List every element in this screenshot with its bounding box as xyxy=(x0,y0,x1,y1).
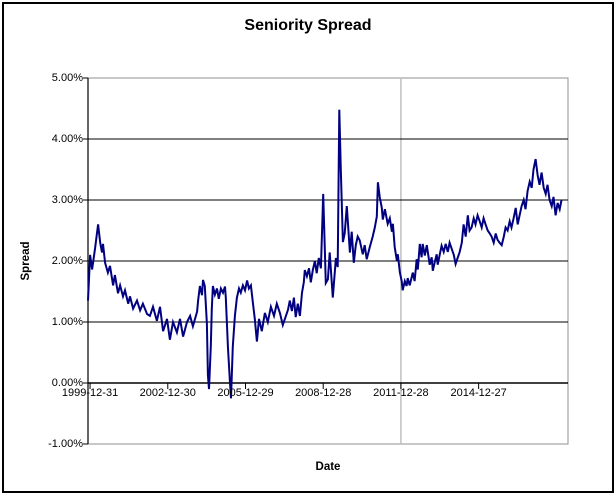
y-tick-label: 5.00% xyxy=(51,71,83,84)
x-tick-label: 2011-12-28 xyxy=(373,387,429,399)
y-tick-label: -1.00% xyxy=(48,437,83,450)
series-line xyxy=(87,109,563,399)
x-tick-label: 2002-12-30 xyxy=(139,387,196,399)
chart-title: Seniority Spread xyxy=(244,17,372,34)
x-tick-label: 2014-12-27 xyxy=(450,387,507,399)
y-tick-label: 3.00% xyxy=(51,193,83,206)
x-tick-label: 2005-12-29 xyxy=(217,387,274,399)
y-tick-label: 4.00% xyxy=(51,132,83,145)
x-tick-label: 1999-12-31 xyxy=(61,387,119,399)
x-axis-title: Date xyxy=(315,461,341,473)
y-tick-label: 0.00% xyxy=(51,376,83,389)
y-tick-label: 1.00% xyxy=(51,315,83,328)
x-tick-label: 2008-12-28 xyxy=(295,387,352,399)
y-tick-label: 2.00% xyxy=(51,254,83,267)
